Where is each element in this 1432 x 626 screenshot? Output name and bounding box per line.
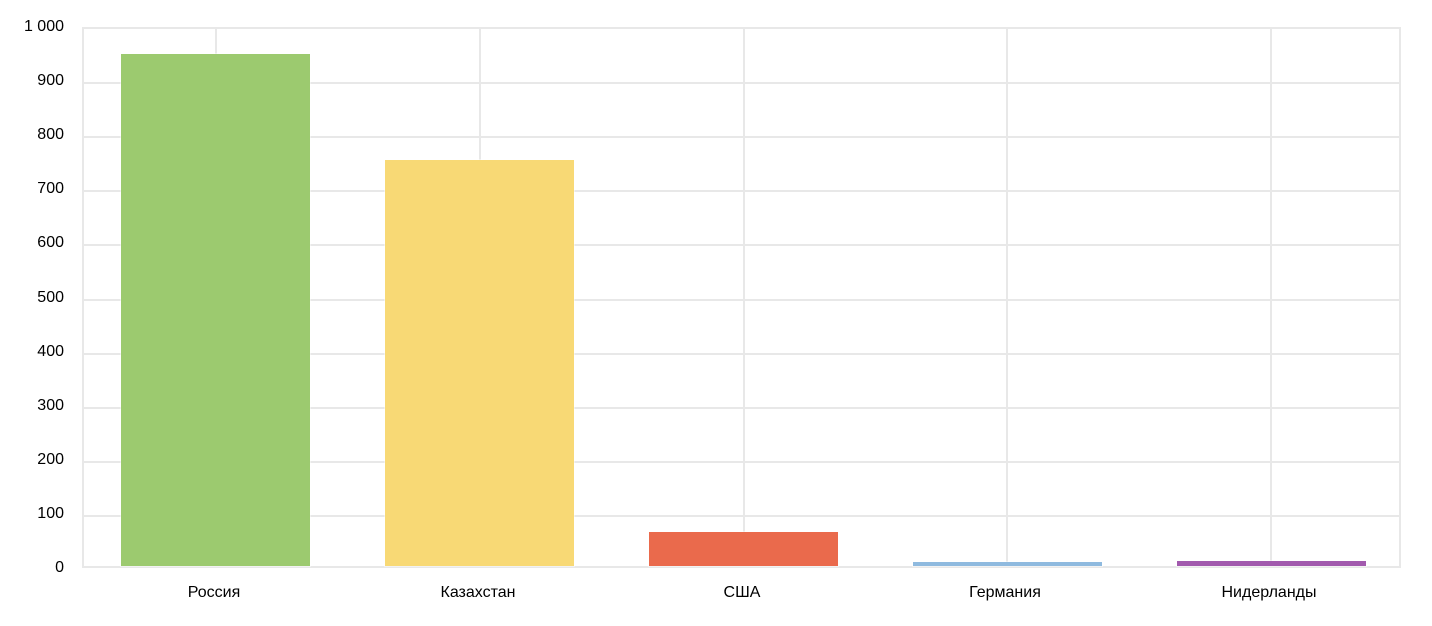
x-axis-label: США <box>723 584 761 601</box>
horizontal-gridline <box>84 514 1399 517</box>
y-tick-label: 600 <box>37 234 64 251</box>
plot-area <box>82 27 1401 568</box>
horizontal-gridline <box>84 460 1399 463</box>
horizontal-gridline <box>84 298 1399 301</box>
horizontal-gridline <box>84 352 1399 355</box>
horizontal-gridline <box>84 244 1399 247</box>
bar-4[interactable] <box>912 561 1103 567</box>
y-tick-label: 400 <box>37 343 64 360</box>
y-tick-label: 700 <box>37 180 64 197</box>
y-tick-label: 300 <box>37 397 64 414</box>
x-axis-label: Германия <box>969 584 1041 601</box>
bar-2[interactable] <box>384 159 575 567</box>
y-tick-label: 1 000 <box>23 18 64 35</box>
y-tick-label: 800 <box>37 126 64 143</box>
horizontal-gridline <box>84 136 1399 139</box>
y-tick-label: 200 <box>37 451 64 468</box>
horizontal-gridline <box>84 190 1399 193</box>
x-axis-label: Казахстан <box>440 584 516 601</box>
bar-5[interactable] <box>1176 560 1367 567</box>
x-axis-label: Россия <box>187 584 241 601</box>
bar-1[interactable] <box>120 53 311 567</box>
y-tick-label: 100 <box>37 505 64 522</box>
horizontal-gridline <box>84 406 1399 409</box>
vertical-gridline <box>1006 29 1008 566</box>
vertical-gridline <box>743 29 745 566</box>
vertical-gridline <box>1270 29 1272 566</box>
y-tick-label: 500 <box>37 289 64 306</box>
y-tick-label: 900 <box>37 72 64 89</box>
bar-3[interactable] <box>648 531 839 567</box>
y-tick-label: 0 <box>55 559 64 576</box>
x-axis-label: Нидерланды <box>1221 584 1317 601</box>
horizontal-gridline <box>84 82 1399 85</box>
